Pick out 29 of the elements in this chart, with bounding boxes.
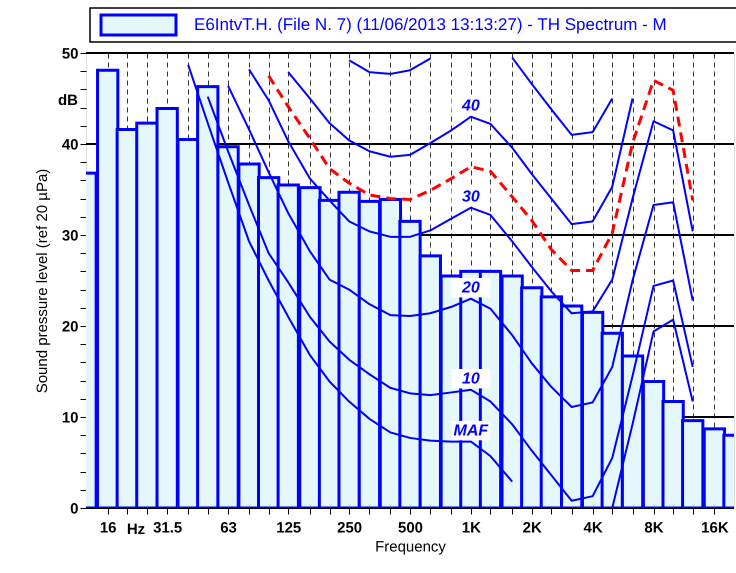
series-label: MAF (454, 422, 490, 440)
x-tick-label: 16K (701, 520, 729, 536)
text: dB (58, 92, 78, 109)
x-tick-label: 8K (644, 520, 664, 536)
series-label: 30 (462, 188, 480, 206)
legend-label: E6IntvT.H. (File N. 7) (11/06/2013 13:13:27) - TH Spectrum - M (194, 15, 667, 34)
y-axis-title: Sound pressure level (ref 20 µPa) (34, 168, 51, 394)
series-label: 20 (460, 280, 480, 297)
series-label: 40 (460, 98, 480, 115)
x-tick-label: 125 (276, 520, 302, 536)
x-tick-label: 500 (398, 520, 424, 536)
series-label: 10 (462, 370, 480, 388)
x-tick-label: 250 (337, 520, 362, 536)
text: Hz (126, 521, 146, 538)
line-series (267, 74, 694, 272)
x-tick-label: 16 (100, 520, 117, 536)
y-tick-label: 20 (62, 318, 78, 336)
y-tick-label: 0 (70, 500, 78, 518)
y-tick-label: 40 (62, 136, 78, 154)
x-tick-label: 1K (462, 520, 482, 536)
x-axis-title: Frequency (375, 538, 446, 556)
y-tick-label: 30 (62, 228, 78, 244)
y-tick-label: 10 (62, 410, 78, 426)
line-series (287, 71, 634, 226)
x-tick-label: 2K (522, 520, 542, 536)
x-tick-label: 31.5 (153, 520, 182, 536)
x-tick-label: 4K (584, 520, 603, 536)
y-tick-label: 50 (62, 46, 78, 62)
x-tick-label: 63 (220, 520, 237, 536)
